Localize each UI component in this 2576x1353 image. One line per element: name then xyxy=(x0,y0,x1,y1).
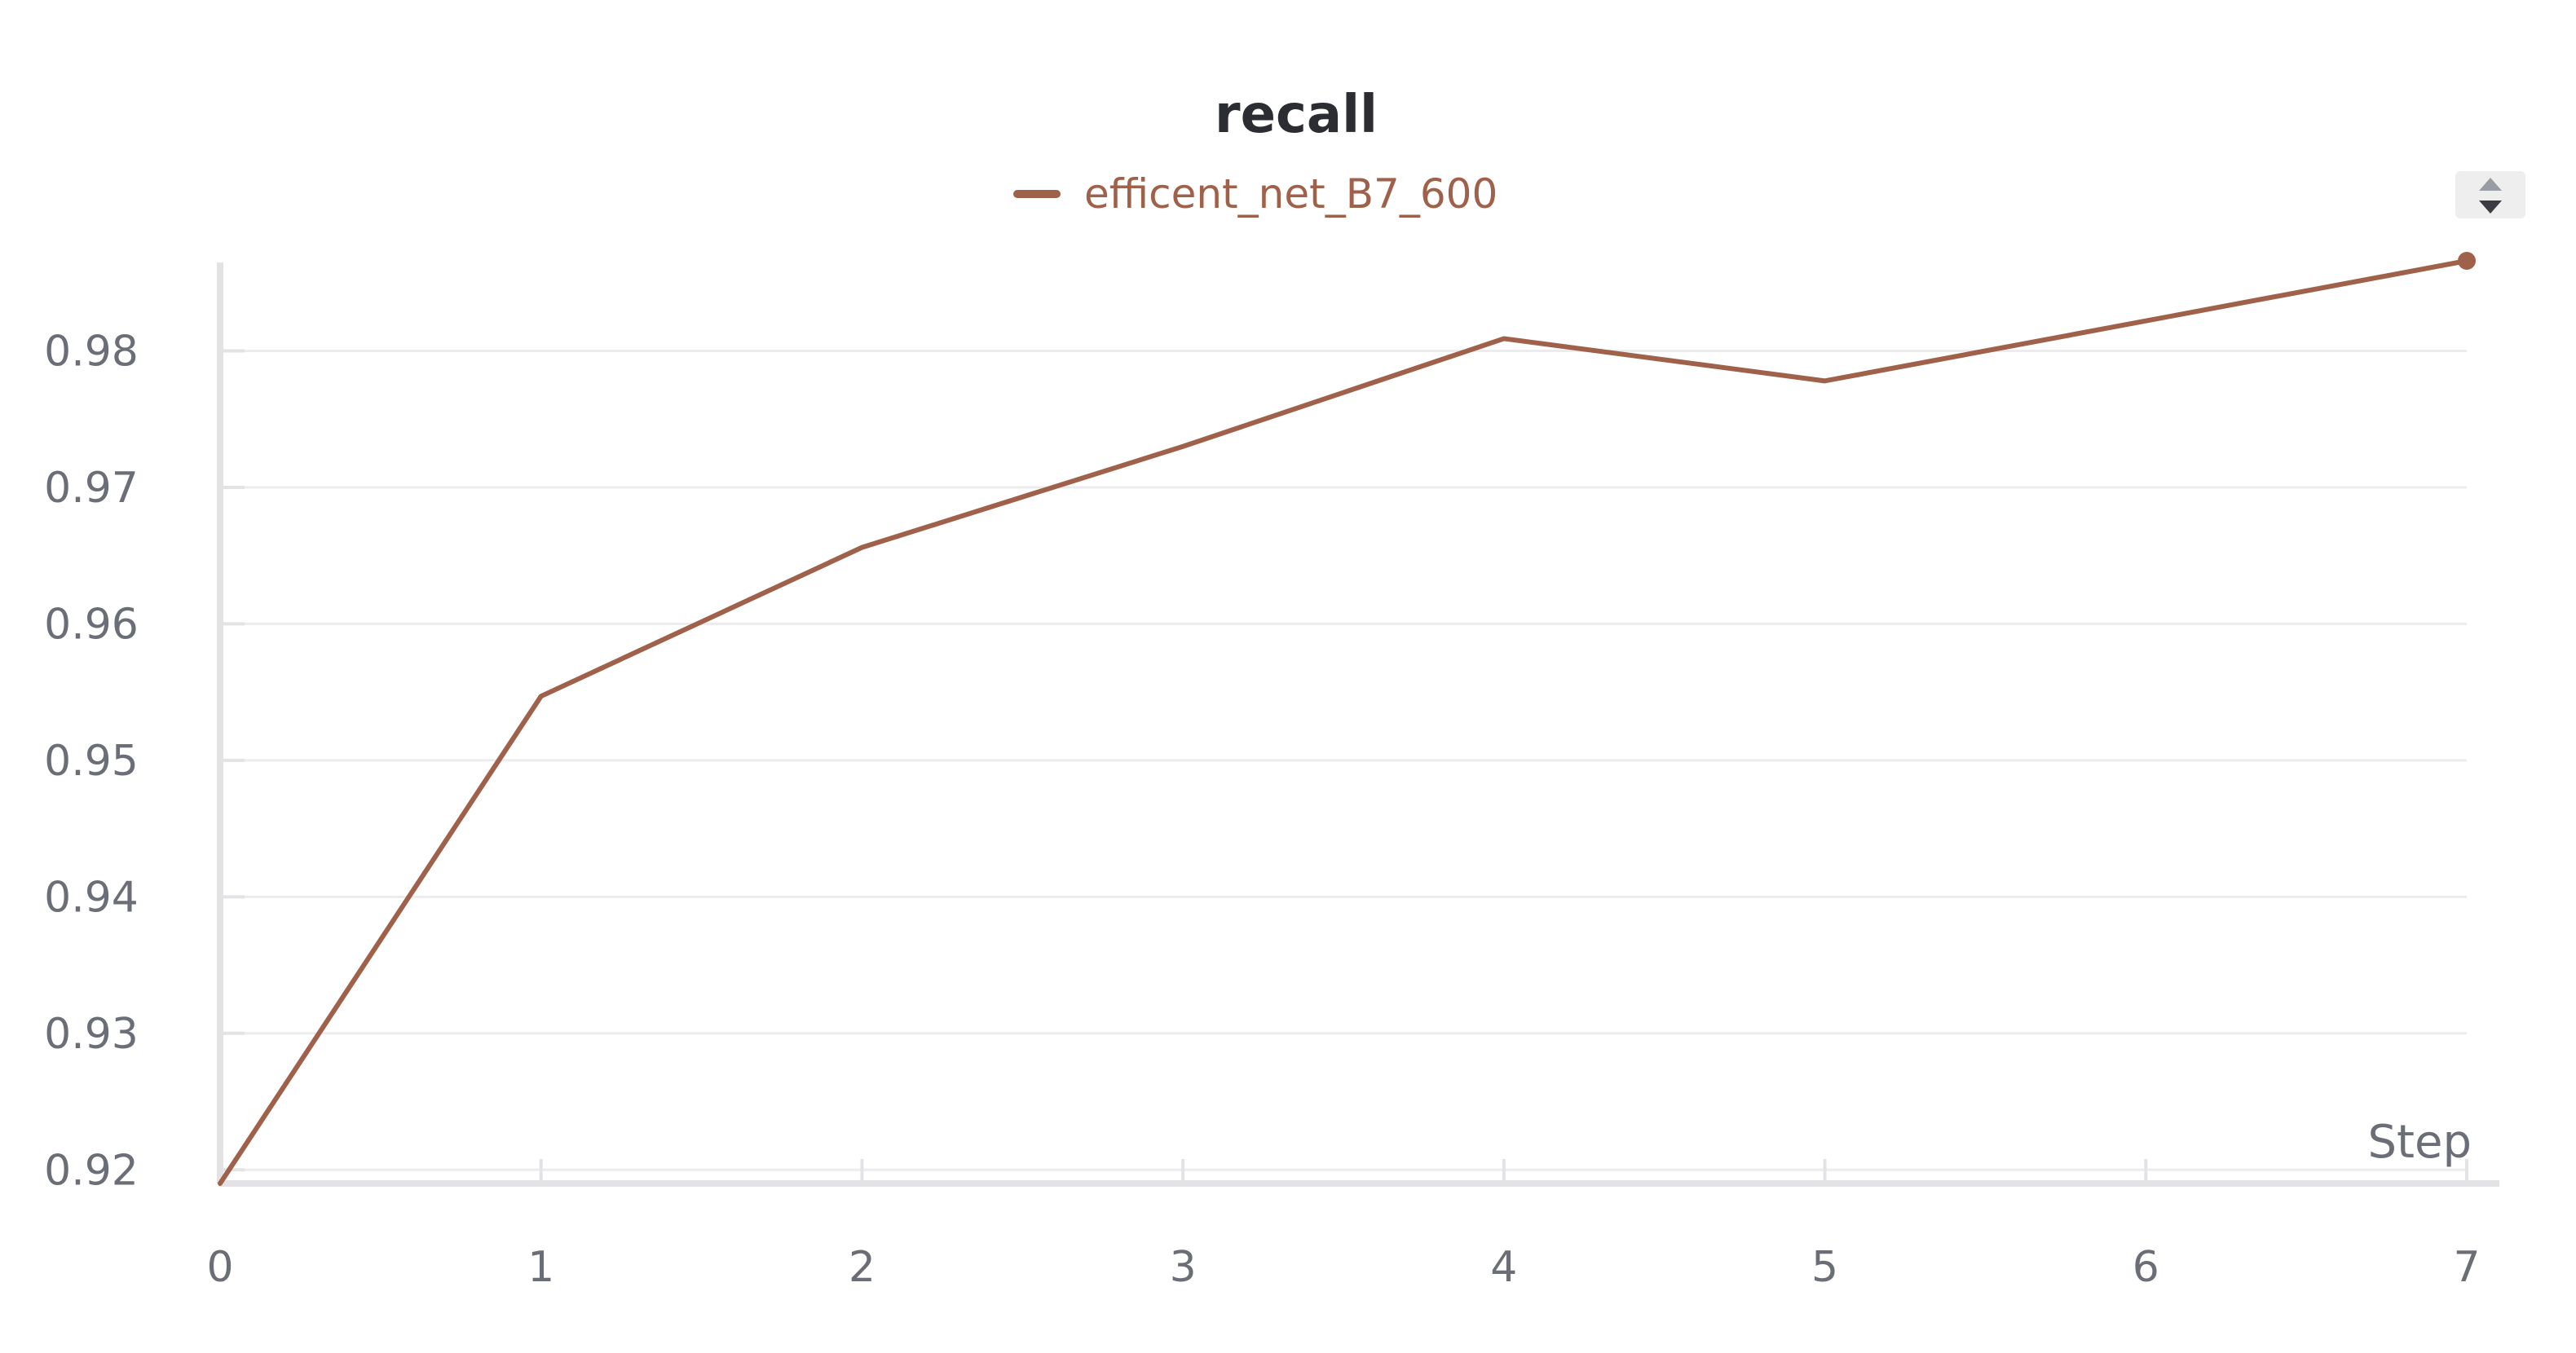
x-axis-label: Step xyxy=(2367,1116,2472,1169)
legend-sort-button[interactable] xyxy=(2455,171,2525,218)
x-tick-label: 3 xyxy=(1170,1243,1197,1292)
legend-label: efficent_net_B7_600 xyxy=(1084,170,1498,218)
y-ticks: 0.92 0.93 0.94 0.95 0.96 0.97 0.98 xyxy=(44,328,245,1195)
x-tick-label: 4 xyxy=(1490,1243,1517,1292)
y-tick-label: 0.97 xyxy=(44,464,139,513)
y-tick-label: 0.98 xyxy=(44,328,139,377)
x-tick-label: 7 xyxy=(2453,1243,2480,1292)
data-point[interactable] xyxy=(2458,252,2476,270)
y-tick-label: 0.92 xyxy=(44,1146,139,1195)
x-tick-label: 2 xyxy=(849,1243,876,1292)
x-tick-label: 5 xyxy=(1811,1243,1838,1292)
chart-title: recall xyxy=(1215,85,1378,145)
sort-updown-icon xyxy=(2479,178,2502,214)
y-tick-label: 0.95 xyxy=(44,737,139,786)
grid xyxy=(220,350,2467,1171)
legend[interactable]: efficent_net_B7_600 xyxy=(1013,170,1498,218)
series-line[interactable] xyxy=(218,258,2469,1186)
y-tick-label: 0.93 xyxy=(44,1010,139,1059)
y-tick-label: 0.94 xyxy=(44,873,139,922)
x-tick-label: 1 xyxy=(527,1243,554,1292)
series[interactable] xyxy=(218,252,2476,1186)
x-ticks: 0 1 2 3 4 5 6 7 xyxy=(206,1159,2481,1292)
x-tick-label: 0 xyxy=(206,1243,233,1292)
y-tick-label: 0.96 xyxy=(44,600,139,649)
x-tick-label: 6 xyxy=(2133,1243,2159,1292)
